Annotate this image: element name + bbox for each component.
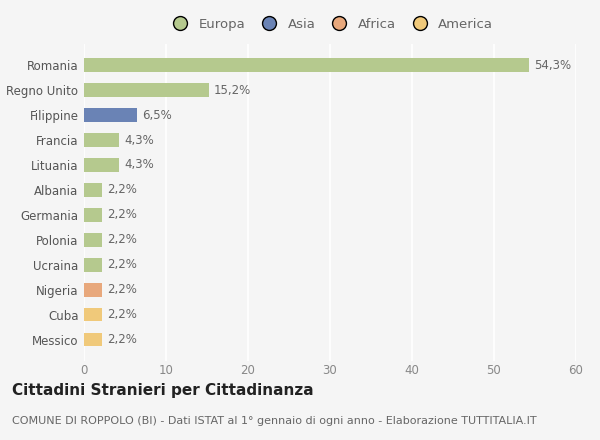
Text: 2,2%: 2,2% [107, 283, 137, 296]
Text: 2,2%: 2,2% [107, 308, 137, 321]
Text: 2,2%: 2,2% [107, 183, 137, 196]
Bar [84, 183, 102, 197]
Bar [84, 308, 102, 322]
Text: 54,3%: 54,3% [534, 59, 571, 72]
Text: 15,2%: 15,2% [214, 84, 251, 97]
Bar [84, 233, 102, 247]
Text: 6,5%: 6,5% [142, 109, 172, 121]
Text: 2,2%: 2,2% [107, 333, 137, 346]
Bar [84, 83, 209, 97]
Text: 4,3%: 4,3% [124, 158, 154, 172]
Text: Cittadini Stranieri per Cittadinanza: Cittadini Stranieri per Cittadinanza [12, 383, 314, 398]
Bar [84, 283, 102, 297]
Legend: Europa, Asia, Africa, America: Europa, Asia, Africa, America [161, 13, 499, 36]
Bar [84, 208, 102, 222]
Text: 2,2%: 2,2% [107, 233, 137, 246]
Bar [84, 108, 137, 122]
Text: 2,2%: 2,2% [107, 258, 137, 271]
Bar [84, 158, 119, 172]
Text: 4,3%: 4,3% [124, 134, 154, 147]
Bar [84, 59, 529, 72]
Text: 2,2%: 2,2% [107, 209, 137, 221]
Bar [84, 133, 119, 147]
Bar [84, 333, 102, 346]
Bar [84, 258, 102, 271]
Text: COMUNE DI ROPPOLO (BI) - Dati ISTAT al 1° gennaio di ogni anno - Elaborazione TU: COMUNE DI ROPPOLO (BI) - Dati ISTAT al 1… [12, 416, 536, 426]
